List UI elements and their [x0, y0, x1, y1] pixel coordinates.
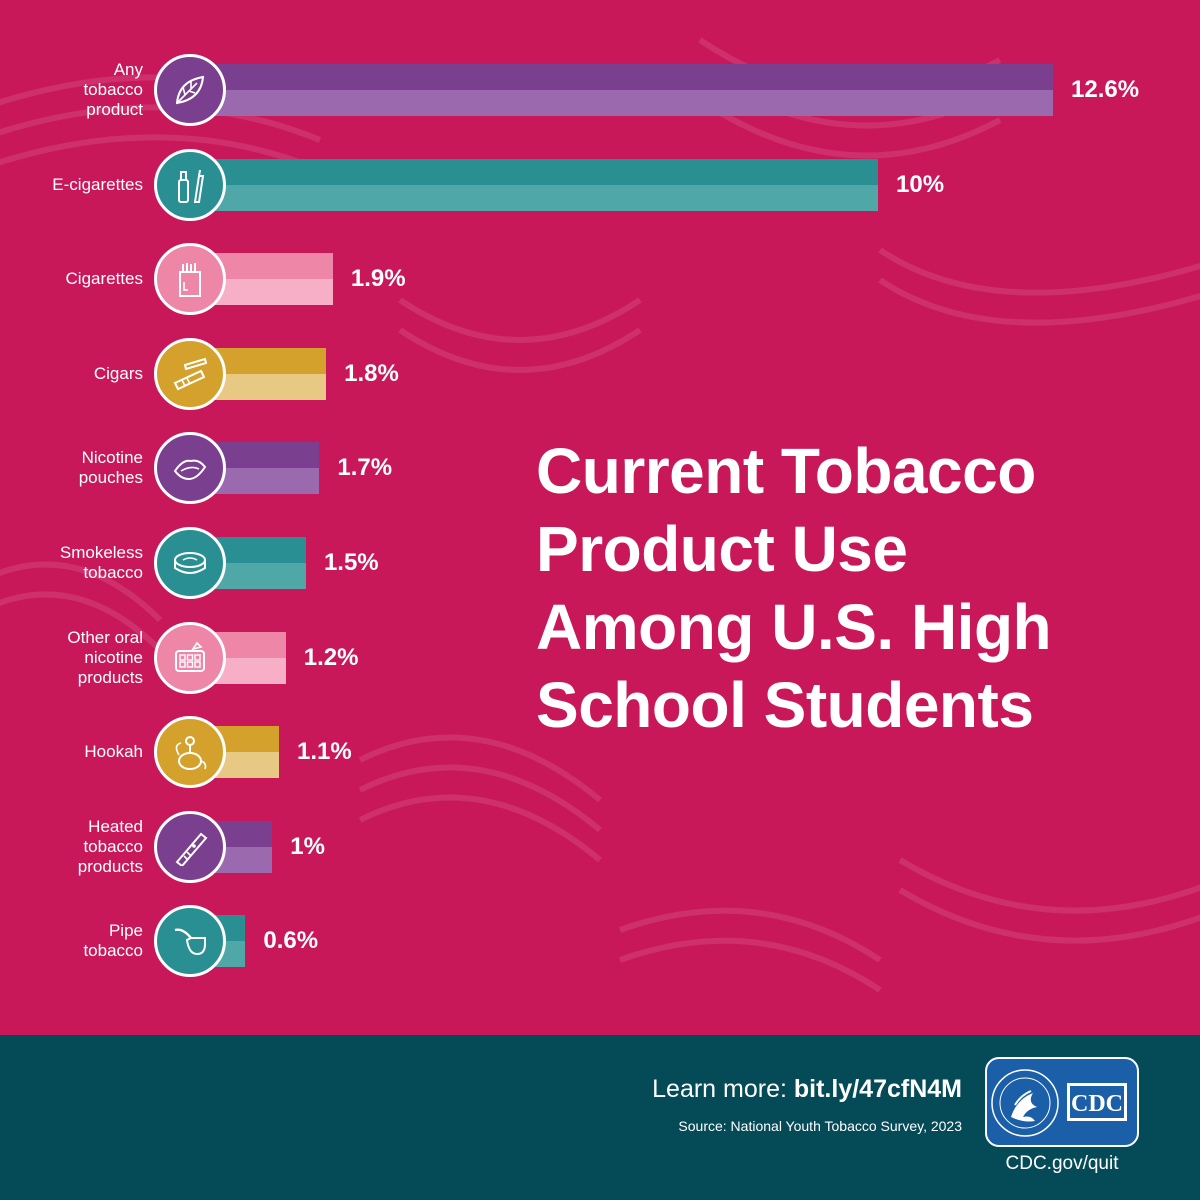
category-label: E-cigarettes [52, 174, 143, 194]
chart-title: Current Tobacco Product Use Among U.S. H… [536, 432, 1156, 744]
value-label: 10% [896, 170, 945, 198]
chart-row: Cigarettes 1.9% [0, 243, 1200, 316]
learn-more-label: Learn more: [652, 1075, 794, 1103]
chart-row: Any tobacco product 12.6% [0, 54, 1200, 126]
learn-more-link[interactable]: bit.ly/47cfN4M [793, 1075, 962, 1103]
category-label: Any tobacco product [83, 60, 143, 119]
footer: Learn more: bit.ly/47cfN4M Source: Natio… [0, 1035, 1200, 1200]
tobacco-leaf-icon [154, 54, 226, 126]
e-cigarette-icon [154, 148, 226, 221]
chart-row: Cigars 1.8% [0, 337, 1200, 410]
cdc-site-link[interactable]: CDC.gov/quit [1005, 1153, 1119, 1174]
chart-row: Heated tobacco products 1% [0, 810, 1200, 883]
value-label: 1.7% [337, 454, 393, 482]
value-label: 1.9% [350, 265, 406, 293]
chart-row: Hookah 1.1% [0, 716, 1200, 789]
value-label: 1.5% [323, 549, 379, 576]
cdc-logo: CDC [985, 1057, 1139, 1147]
bar [205, 158, 879, 211]
chart-row: Pipe tobacco 0.6% [0, 905, 1200, 978]
nicotine-pouch-icon [154, 432, 226, 505]
cdc-logo-graphic: CDC [991, 1069, 1127, 1137]
chart-row: Nicotine pouches 1.7% [0, 432, 1200, 505]
nicotine-gum-icon [154, 621, 226, 694]
category-label: Other oral nicotine products [67, 627, 143, 687]
cigarette-pack-icon [154, 243, 226, 316]
chart-row: Other oral nicotine products 1.2% [0, 621, 1200, 694]
title-line: Product Use [536, 513, 908, 585]
category-label: Smokeless tobacco [59, 543, 143, 582]
category-label: Heated tobacco products [77, 816, 143, 876]
category-label: Nicotine pouches [78, 448, 143, 488]
chart-row: E-cigarettes 10% [0, 148, 1200, 221]
category-label: Cigarettes [65, 269, 143, 289]
hhs-eagle-icon [1011, 1093, 1037, 1122]
category-label: Cigars [93, 363, 143, 383]
hookah-icon [154, 716, 226, 789]
source-note: Source: National Youth Tobacco Survey, 2… [678, 1118, 962, 1134]
category-label: Pipe tobacco [83, 921, 143, 961]
value-label: 1.1% [297, 738, 352, 766]
value-label: 1.8% [344, 359, 399, 387]
chart-row: Smokeless tobacco 1.5% [0, 527, 1200, 599]
value-label: 12.6% [1071, 76, 1140, 103]
title-line: School Students [536, 669, 1034, 741]
background-pattern [0, 37, 1200, 993]
bar [205, 64, 1053, 116]
bar [205, 253, 333, 306]
pipe-icon [154, 905, 226, 978]
value-label: 1% [290, 832, 325, 860]
learn-more: Learn more: bit.ly/47cfN4M [652, 1075, 962, 1104]
heated-tobacco-device-icon [154, 810, 226, 883]
category-label: Hookah [84, 742, 143, 762]
value-label: 0.6% [263, 927, 319, 955]
title-line: Among U.S. High [536, 591, 1052, 663]
value-label: 1.2% [303, 643, 359, 671]
title-line: Current Tobacco [536, 435, 1036, 507]
smokeless-tin-icon [154, 527, 226, 599]
cigar-icon [154, 337, 226, 410]
cdc-logo-text: CDC [1071, 1091, 1123, 1117]
